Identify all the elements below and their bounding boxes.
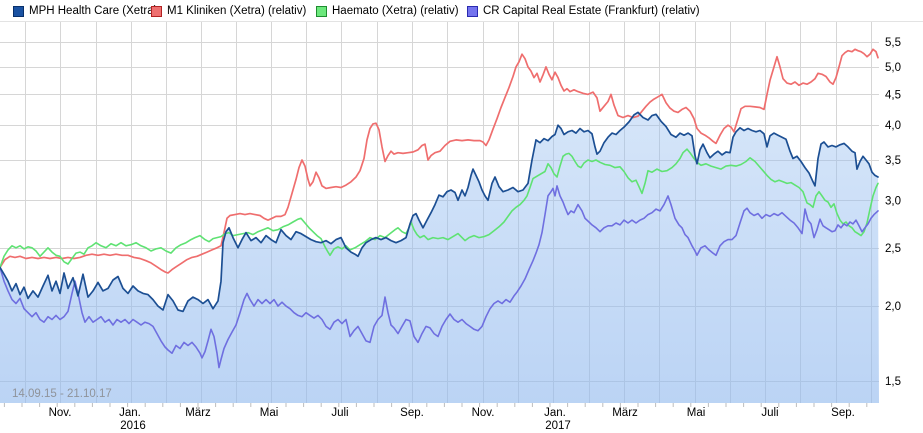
svg-text:Mai: Mai [260, 407, 279, 419]
date-range-label: 14.09.15 - 21.10.17 [12, 388, 112, 400]
x-axis-minor-ticks [3, 403, 868, 407]
legend-label: CR Capital Real Estate (Frankfurt) (rela… [483, 5, 700, 17]
svg-text:4,0: 4,0 [885, 120, 901, 132]
svg-text:März: März [185, 407, 211, 419]
svg-text:2,0: 2,0 [885, 301, 901, 313]
legend-item-m1-kliniken[interactable]: M1 Kliniken (Xetra) (relativ) [151, 3, 306, 19]
legend-label: Haemato (Xetra) (relativ) [332, 5, 459, 17]
mph-swatch-icon [13, 5, 24, 17]
svg-text:März: März [612, 407, 638, 419]
svg-text:2,5: 2,5 [885, 243, 901, 255]
svg-text:Jan.: Jan. [119, 407, 141, 419]
svg-text:1,5: 1,5 [885, 376, 901, 388]
legend-item-cr-capital[interactable]: CR Capital Real Estate (Frankfurt) (rela… [467, 3, 700, 19]
svg-text:2016: 2016 [120, 420, 146, 432]
svg-text:Mai: Mai [687, 407, 706, 419]
svg-text:5,0: 5,0 [885, 62, 901, 74]
price-series-lines [0, 48, 879, 369]
legend-label: M1 Kliniken (Xetra) (relativ) [167, 5, 307, 17]
svg-text:2017: 2017 [545, 420, 571, 432]
mph-area-fill [0, 112, 879, 404]
svg-text:3,0: 3,0 [885, 195, 901, 207]
cr-capital-swatch-icon [467, 5, 478, 17]
chart-legend: MPH Health Care (Xetra) M1 Kliniken (Xet… [0, 0, 923, 22]
legend-label: MPH Health Care (Xetra) [29, 5, 158, 17]
svg-text:Nov.: Nov. [472, 407, 495, 419]
svg-text:Juli: Juli [331, 407, 348, 419]
svg-text:Sep.: Sep. [400, 407, 424, 419]
svg-text:3,5: 3,5 [885, 155, 901, 167]
svg-text:Juli: Juli [761, 407, 778, 419]
svg-text:Nov.: Nov. [49, 407, 72, 419]
y-axis-labels: 5,5 5,0 4,5 4,0 3,5 3,0 2,5 2,0 1,5 [885, 37, 901, 388]
m1-kliniken-swatch-icon [151, 5, 162, 17]
svg-text:4,5: 4,5 [885, 89, 901, 101]
legend-item-mph[interactable]: MPH Health Care (Xetra) [13, 3, 157, 19]
legend-item-haemato[interactable]: Haemato (Xetra) (relativ) [316, 3, 459, 19]
svg-text:5,5: 5,5 [885, 37, 901, 49]
svg-text:Sep.: Sep. [831, 407, 855, 419]
svg-text:Jan.: Jan. [544, 407, 566, 419]
haemato-swatch-icon [316, 5, 327, 17]
